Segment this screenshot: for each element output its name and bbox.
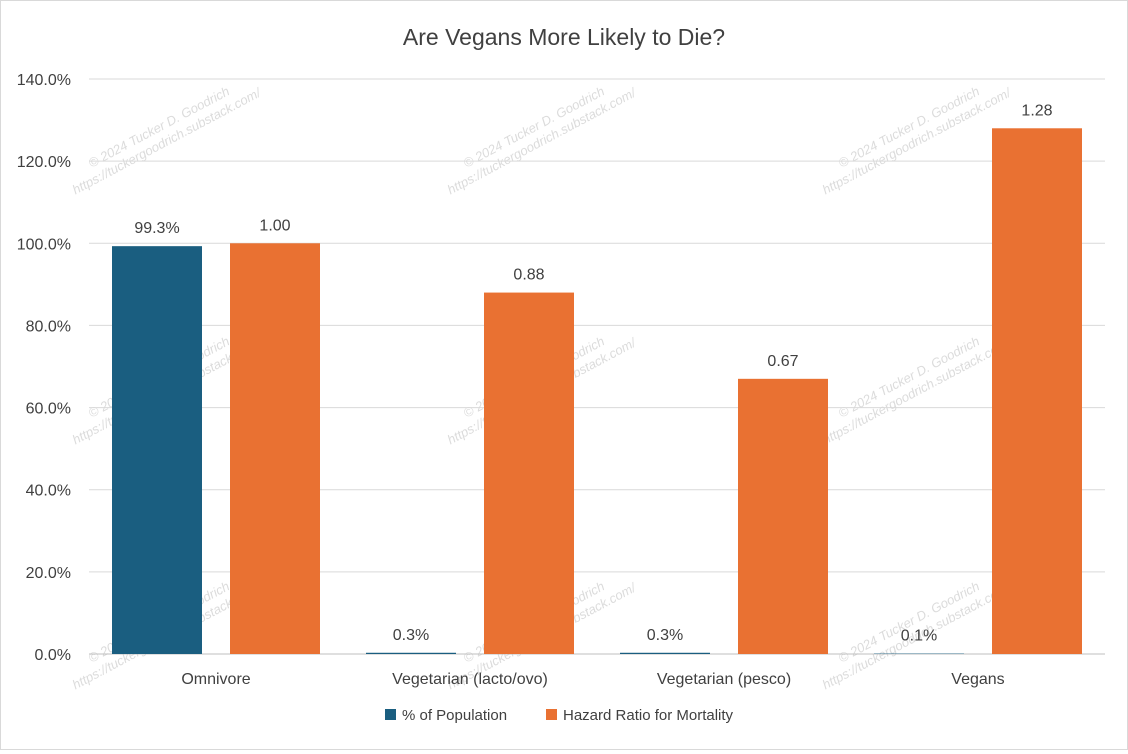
data-label: 99.3% [134, 220, 179, 237]
bar [992, 128, 1082, 654]
bar [366, 653, 456, 654]
x-axis: Omnivore Vegetarian (lacto/ovo) Vegetarian… [181, 671, 1004, 688]
data-label: 0.88 [513, 267, 544, 284]
bar [620, 653, 710, 654]
y-tick-label: 60.0% [26, 401, 71, 418]
bar [230, 243, 320, 654]
y-tick-label: 20.0% [26, 565, 71, 582]
watermark-text: © 2024 Tucker D. Goodrich [86, 83, 232, 170]
watermark-text: © 2024 Tucker D. Goodrich [836, 83, 982, 170]
legend-label: Hazard Ratio for Mortality [563, 707, 734, 724]
legend-swatch [385, 709, 396, 720]
y-tick-label: 40.0% [26, 483, 71, 500]
legend-label: % of Population [402, 707, 507, 724]
y-tick-label: 80.0% [26, 318, 71, 335]
y-tick-label: 100.0% [17, 236, 71, 253]
bars [112, 128, 1082, 654]
watermark-text: https://tuckergoodrich.substack.com/ [70, 84, 265, 197]
data-label: 1.00 [259, 217, 290, 234]
data-label: 1.28 [1021, 102, 1052, 119]
bar [484, 293, 574, 654]
watermark-text: https://tuckergoodrich.substack.com/ [445, 84, 640, 197]
y-tick-label: 140.0% [17, 72, 71, 89]
legend[interactable]: % of Population Hazard Ratio for Mortalit… [385, 707, 734, 724]
data-label: 0.1% [901, 628, 937, 645]
data-label: 0.3% [393, 627, 429, 644]
bar [112, 246, 202, 654]
watermark-text: https://tuckergoodrich.substack.com/ [820, 334, 1015, 447]
bar [738, 379, 828, 654]
watermark-text: © 2024 Tucker D. Goodrich [836, 578, 982, 665]
y-axis: 0.0% 20.0% 40.0% 60.0% 80.0% 100.0% 120.0% 140.… [17, 72, 71, 664]
watermark-text: https://tuckergoodrich.substack.com/ [820, 84, 1015, 197]
legend-item[interactable]: % of Population [385, 707, 507, 724]
watermark-text: © 2024 Tucker D. Goodrich [461, 83, 607, 170]
data-label: 0.3% [647, 627, 683, 644]
watermark: © 2024 Tucker D. Goodrichhttps://tuckerg… [62, 70, 264, 197]
y-tick-label: 120.0% [17, 154, 71, 171]
watermark: © 2024 Tucker D. Goodrichhttps://tuckerg… [812, 70, 1014, 197]
x-tick-label: Omnivore [181, 671, 250, 688]
watermark: © 2024 Tucker D. Goodrichhttps://tuckerg… [437, 70, 639, 197]
x-tick-label: Vegetarian (pesco) [657, 671, 791, 688]
y-tick-label: 0.0% [35, 647, 71, 664]
legend-item[interactable]: Hazard Ratio for Mortality [546, 707, 734, 724]
legend-swatch [546, 709, 557, 720]
x-tick-label: Vegetarian (lacto/ovo) [392, 671, 548, 688]
data-label: 0.67 [767, 353, 798, 370]
watermark: © 2024 Tucker D. Goodrichhttps://tuckerg… [812, 320, 1014, 447]
x-tick-label: Vegans [951, 671, 1004, 688]
chart-title: Are Vegans More Likely to Die? [403, 24, 725, 50]
